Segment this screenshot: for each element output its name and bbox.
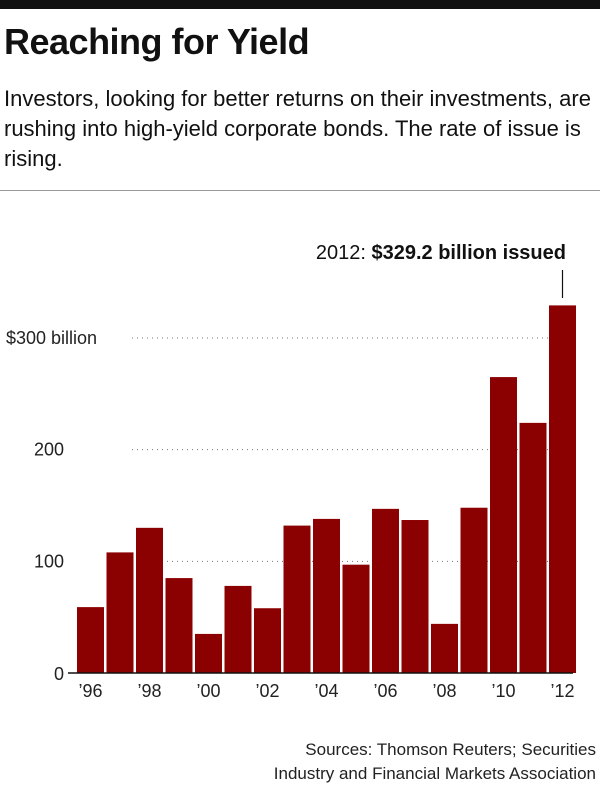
source-note: Sources: Thomson Reuters; Securities Ind… [274, 738, 596, 786]
x-tick-label: ’98 [137, 681, 161, 701]
bar-2000 [195, 633, 222, 673]
annotation-year: 2012: [316, 242, 372, 264]
x-tick-label: ’10 [491, 681, 515, 701]
bar-2003 [283, 525, 311, 673]
bar-2011 [519, 422, 547, 673]
y-tick-label: 0 [54, 664, 64, 684]
bar-1998 [136, 527, 163, 673]
bar-2009 [460, 507, 488, 673]
source-line-2: Industry and Financial Markets Associati… [273, 764, 596, 783]
x-tick-label: ’04 [314, 681, 338, 701]
source-line-1: Sources: Thomson Reuters; Securities [305, 740, 596, 759]
bar-2004 [313, 518, 340, 673]
bar-2002 [254, 608, 281, 673]
bar-2005 [342, 564, 370, 673]
y-tick-label: 200 [34, 440, 64, 460]
bar-2006 [372, 508, 399, 673]
x-tick-label: ’02 [255, 681, 279, 701]
x-tick-label: ’00 [196, 681, 220, 701]
bar-2012 [549, 305, 576, 673]
y-tick-label: $300 billion [6, 328, 97, 348]
x-tick-label: ’12 [550, 681, 574, 701]
x-tick-label: ’96 [78, 681, 102, 701]
top-rule [0, 0, 600, 9]
bar-2001 [224, 585, 252, 673]
annotation-value: $329.2 billion issued [371, 242, 566, 264]
bar-1996 [77, 607, 104, 673]
chart-subtitle: Investors, looking for better returns on… [4, 86, 591, 171]
bar-2008 [431, 623, 458, 673]
x-tick-label: ’08 [432, 681, 456, 701]
x-tick-label: ’06 [373, 681, 397, 701]
bar-1997 [106, 552, 134, 673]
chart-title: Reaching for Yield [4, 21, 310, 62]
bar-1999 [165, 578, 193, 673]
divider [0, 190, 600, 191]
annotation-label: 2012: $329.2 billion issued [316, 242, 566, 264]
bar-2010 [490, 377, 517, 673]
bar-2007 [401, 520, 429, 673]
y-tick-label: 100 [34, 551, 64, 571]
